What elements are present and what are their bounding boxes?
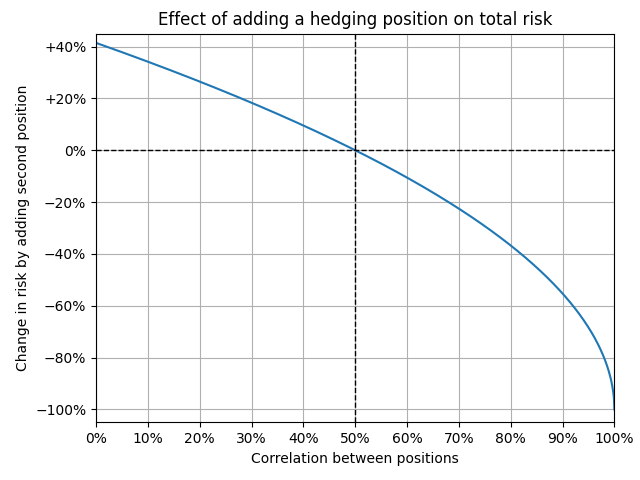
X-axis label: Correlation between positions: Correlation between positions bbox=[252, 452, 459, 466]
Title: Effect of adding a hedging position on total risk: Effect of adding a hedging position on t… bbox=[158, 11, 552, 29]
Y-axis label: Change in risk by adding second position: Change in risk by adding second position bbox=[15, 85, 29, 371]
